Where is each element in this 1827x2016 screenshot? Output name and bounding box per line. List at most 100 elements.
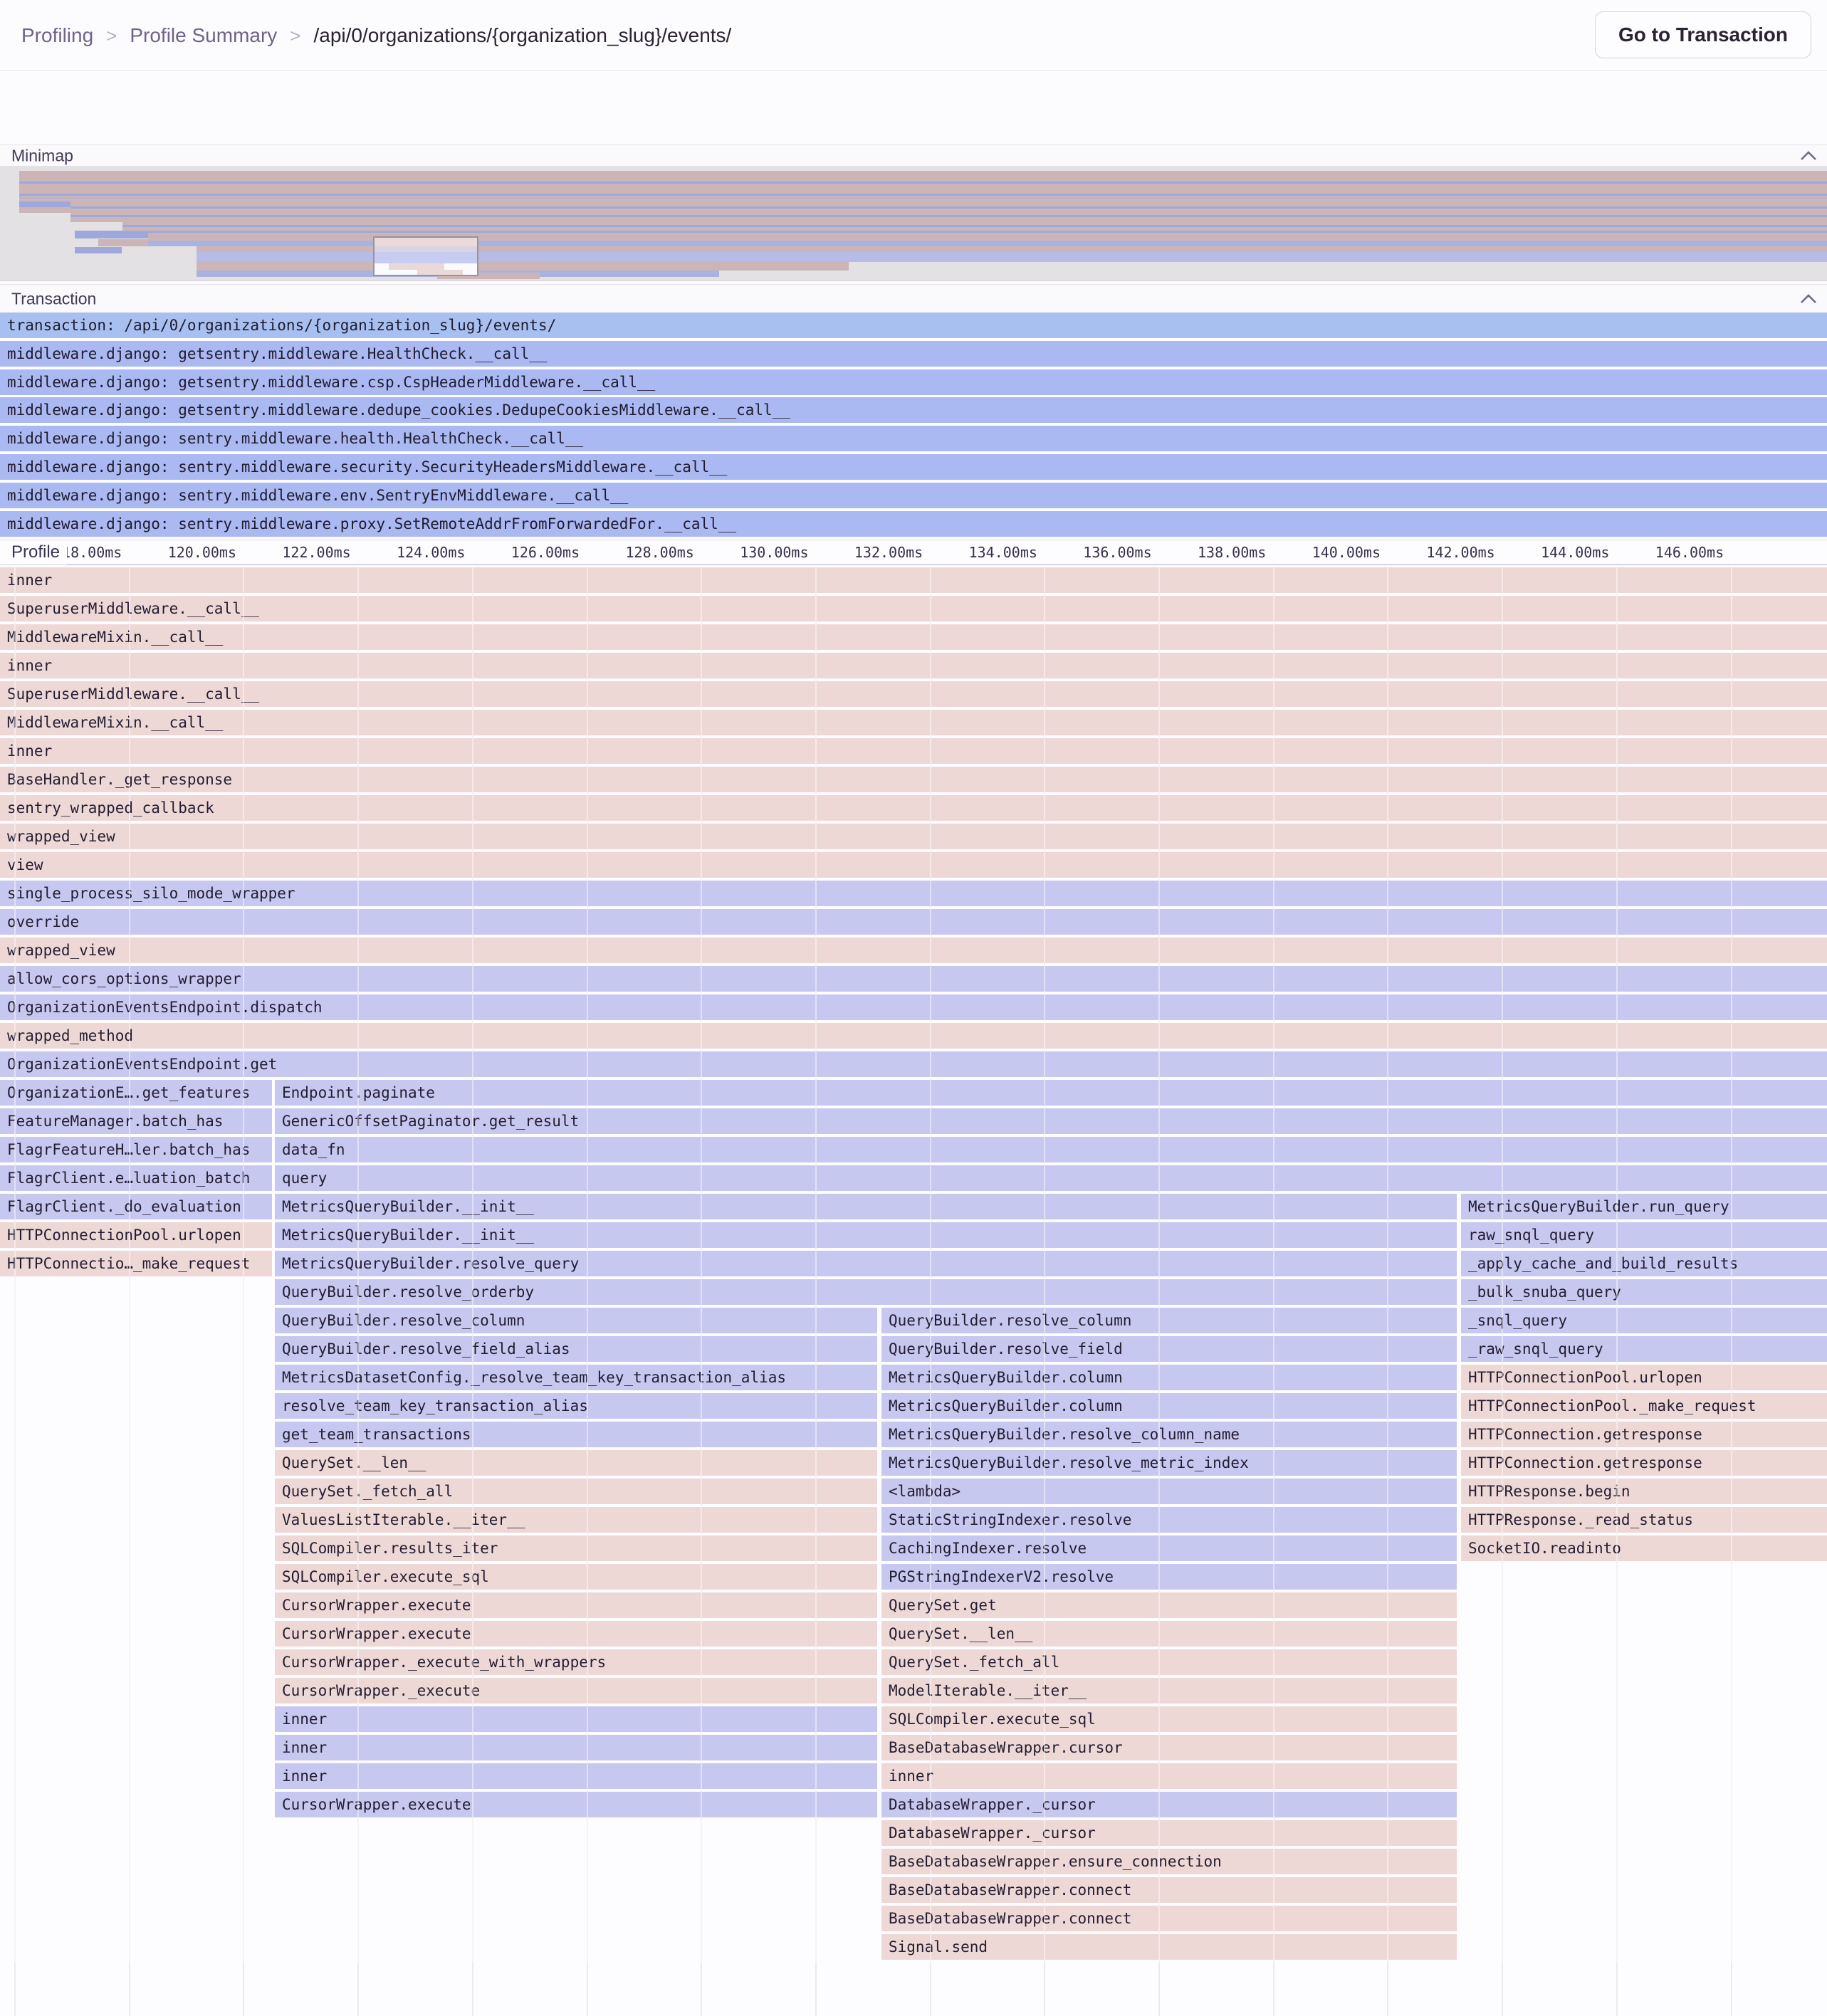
flame-frame[interactable]: QuerySet.__len__ [275, 1450, 877, 1476]
go-to-transaction-button[interactable]: Go to Transaction [1594, 11, 1811, 58]
flame-frame[interactable]: SuperuserMiddleware.__call__ [0, 681, 1827, 707]
flame-frame[interactable]: HTTPConnectio…_make_request [0, 1251, 272, 1276]
flame-frame[interactable]: Signal.send [881, 1934, 1457, 1960]
flame-frame[interactable]: GenericOffsetPaginator.get_result [275, 1108, 1827, 1134]
flame-frame[interactable]: QuerySet._fetch_all [881, 1649, 1457, 1675]
flame-frame[interactable]: MetricsQueryBuilder.column [881, 1393, 1457, 1419]
flame-frame[interactable]: MiddlewareMixin.__call__ [0, 624, 1827, 650]
flame-frame[interactable]: MetricsQueryBuilder.__init__ [275, 1222, 1457, 1248]
flame-frame[interactable]: QueryBuilder.resolve_column [275, 1308, 877, 1333]
flame-frame[interactable]: _apply_cache_and_build_results [1461, 1251, 1827, 1276]
flame-frame[interactable]: PGStringIndexerV2.resolve [881, 1564, 1457, 1590]
flame-frame[interactable]: MetricsQueryBuilder.column [881, 1365, 1457, 1390]
minimap[interactable] [0, 166, 1827, 281]
flame-frame[interactable]: SQLCompiler.execute_sql [881, 1706, 1457, 1732]
flame-frame[interactable]: get_team_transactions [275, 1422, 877, 1447]
flame-frame[interactable]: ValuesListIterable.__iter__ [275, 1507, 877, 1533]
flame-frame[interactable]: BaseDatabaseWrapper.ensure_connection [881, 1849, 1457, 1874]
flame-frame[interactable]: CursorWrapper.execute [275, 1792, 877, 1817]
flame-frame[interactable]: inner [0, 738, 1827, 764]
flame-frame[interactable]: HTTPConnectionPool.urlopen [0, 1222, 272, 1248]
flame-frame[interactable]: inner [275, 1706, 877, 1732]
flame-frame[interactable]: MiddlewareMixin.__call__ [0, 710, 1827, 735]
flame-frame[interactable]: data_fn [275, 1137, 1827, 1162]
flame-frame[interactable]: inner [0, 567, 1827, 593]
flame-frame[interactable]: FlagrFeatureH…ler.batch_has [0, 1137, 272, 1162]
flame-frame[interactable]: DatabaseWrapper._cursor [881, 1820, 1457, 1846]
minimap-viewport[interactable] [373, 236, 478, 276]
flame-frame[interactable]: QueryBuilder.resolve_field [881, 1336, 1457, 1362]
flame-frame[interactable]: view [0, 852, 1827, 878]
flame-frame[interactable]: OrganizationEventsEndpoint.dispatch [0, 994, 1827, 1020]
flame-frame[interactable]: QuerySet.__len__ [881, 1621, 1457, 1647]
breadcrumb-profile-summary[interactable]: Profile Summary [130, 24, 278, 46]
flame-frame[interactable]: resolve_team_key_transaction_alias [275, 1393, 877, 1419]
flame-frame[interactable]: single_process_silo_mode_wrapper [0, 881, 1827, 906]
flame-frame[interactable]: StaticStringIndexer.resolve [881, 1507, 1457, 1533]
collapse-transaction-icon[interactable] [1800, 293, 1817, 304]
flamegraph[interactable]: inner SuperuserMiddleware.__call__ Middlew… [0, 567, 1827, 2016]
flame-frame[interactable]: SocketIO.readinto [1461, 1535, 1827, 1561]
flame-frame[interactable]: Endpoint.paginate [275, 1080, 1827, 1106]
flame-frame[interactable]: SQLCompiler.execute_sql [275, 1564, 877, 1590]
transaction-span[interactable]: middleware.django: getsentry.middleware.… [0, 369, 1827, 395]
collapse-minimap-icon[interactable] [1800, 150, 1817, 161]
flame-frame[interactable]: QueryBuilder.resolve_orderby [275, 1279, 1457, 1305]
flame-frame[interactable]: OrganizationE….get_features [0, 1080, 272, 1106]
flame-frame[interactable]: MetricsQueryBuilder.resolve_column_name [881, 1422, 1457, 1447]
flame-frame[interactable]: _snql_query [1461, 1308, 1827, 1333]
flame-frame[interactable]: FlagrClient._do_evaluation [0, 1194, 272, 1219]
flame-frame[interactable]: QuerySet._fetch_all [275, 1479, 877, 1504]
flame-frame[interactable]: QueryBuilder.resolve_column [881, 1308, 1457, 1333]
flame-frame[interactable]: QueryBuilder.resolve_field_alias [275, 1336, 877, 1362]
flame-frame[interactable]: HTTPResponse._read_status [1461, 1507, 1827, 1533]
flame-frame[interactable]: inner [881, 1763, 1457, 1789]
flame-frame[interactable]: OrganizationEventsEndpoint.get [0, 1051, 1827, 1077]
flame-frame[interactable]: BaseDatabaseWrapper.cursor [881, 1735, 1457, 1760]
flame-frame[interactable]: MetricsQueryBuilder.run_query [1461, 1194, 1827, 1219]
flame-frame[interactable]: HTTPResponse.begin [1461, 1479, 1827, 1504]
flame-frame[interactable]: CursorWrapper.execute [275, 1592, 877, 1618]
flame-frame[interactable]: wrapped_view [0, 938, 1827, 963]
flame-frame[interactable]: inner [275, 1735, 877, 1760]
flame-frame[interactable]: ModelIterable.__iter__ [881, 1678, 1457, 1703]
flame-frame[interactable]: MetricsQueryBuilder.__init__ [275, 1194, 1457, 1219]
flame-frame[interactable]: FlagrClient.e…luation_batch [0, 1165, 272, 1191]
transaction-span[interactable]: middleware.django: sentry.middleware.hea… [0, 426, 1827, 452]
flame-frame[interactable]: _bulk_snuba_query [1461, 1279, 1827, 1305]
flame-frame[interactable]: CursorWrapper._execute_with_wrappers [275, 1649, 877, 1675]
flame-frame[interactable]: CursorWrapper.execute [275, 1621, 877, 1647]
flame-frame[interactable]: wrapped_method [0, 1023, 1827, 1049]
flame-frame[interactable]: inner [0, 653, 1827, 678]
flame-frame[interactable]: MetricsQueryBuilder.resolve_query [275, 1251, 1457, 1276]
flame-frame[interactable]: CursorWrapper._execute [275, 1678, 877, 1703]
flame-frame[interactable]: allow_cors_options_wrapper [0, 966, 1827, 992]
flame-frame[interactable]: MetricsDatasetConfig._resolve_team_key_t… [275, 1365, 877, 1390]
flame-frame[interactable]: SuperuserMiddleware.__call__ [0, 596, 1827, 621]
transaction-span[interactable]: middleware.django: getsentry.middleware.… [0, 340, 1827, 367]
flame-frame[interactable]: BaseDatabaseWrapper.connect [881, 1877, 1457, 1903]
flame-frame[interactable]: query [275, 1165, 1827, 1191]
flame-frame[interactable]: HTTPConnectionPool._make_request [1461, 1393, 1827, 1419]
flame-frame[interactable]: sentry_wrapped_callback [0, 795, 1827, 821]
flame-frame[interactable]: SQLCompiler.results_iter [275, 1535, 877, 1561]
flame-frame[interactable]: BaseDatabaseWrapper.connect [881, 1906, 1457, 1931]
transaction-span[interactable]: middleware.django: getsentry.middleware.… [0, 397, 1827, 424]
flame-frame[interactable]: HTTPConnection.getresponse [1461, 1422, 1827, 1447]
flame-frame[interactable]: FeatureManager.batch_has [0, 1108, 272, 1134]
flame-frame[interactable]: CachingIndexer.resolve [881, 1535, 1457, 1561]
flame-frame[interactable]: QuerySet.get [881, 1592, 1457, 1618]
flame-frame[interactable]: wrapped_view [0, 824, 1827, 849]
flame-frame[interactable]: inner [275, 1763, 877, 1789]
transaction-span[interactable]: transaction: /api/0/organizations/{organ… [0, 313, 1827, 338]
flame-frame[interactable]: raw_snql_query [1461, 1222, 1827, 1248]
transaction-span[interactable]: middleware.django: sentry.middleware.pro… [0, 510, 1827, 537]
flame-frame[interactable]: DatabaseWrapper._cursor [881, 1792, 1457, 1817]
breadcrumb-profiling[interactable]: Profiling [21, 24, 94, 46]
flame-frame[interactable]: override [0, 909, 1827, 935]
flame-frame[interactable]: HTTPConnectionPool.urlopen [1461, 1365, 1827, 1390]
flame-frame[interactable]: MetricsQueryBuilder.resolve_metric_index [881, 1450, 1457, 1476]
transaction-span[interactable]: middleware.django: sentry.middleware.env… [0, 482, 1827, 508]
flame-frame[interactable]: HTTPConnection.getresponse [1461, 1450, 1827, 1476]
transaction-span[interactable]: middleware.django: sentry.middleware.sec… [0, 454, 1827, 480]
